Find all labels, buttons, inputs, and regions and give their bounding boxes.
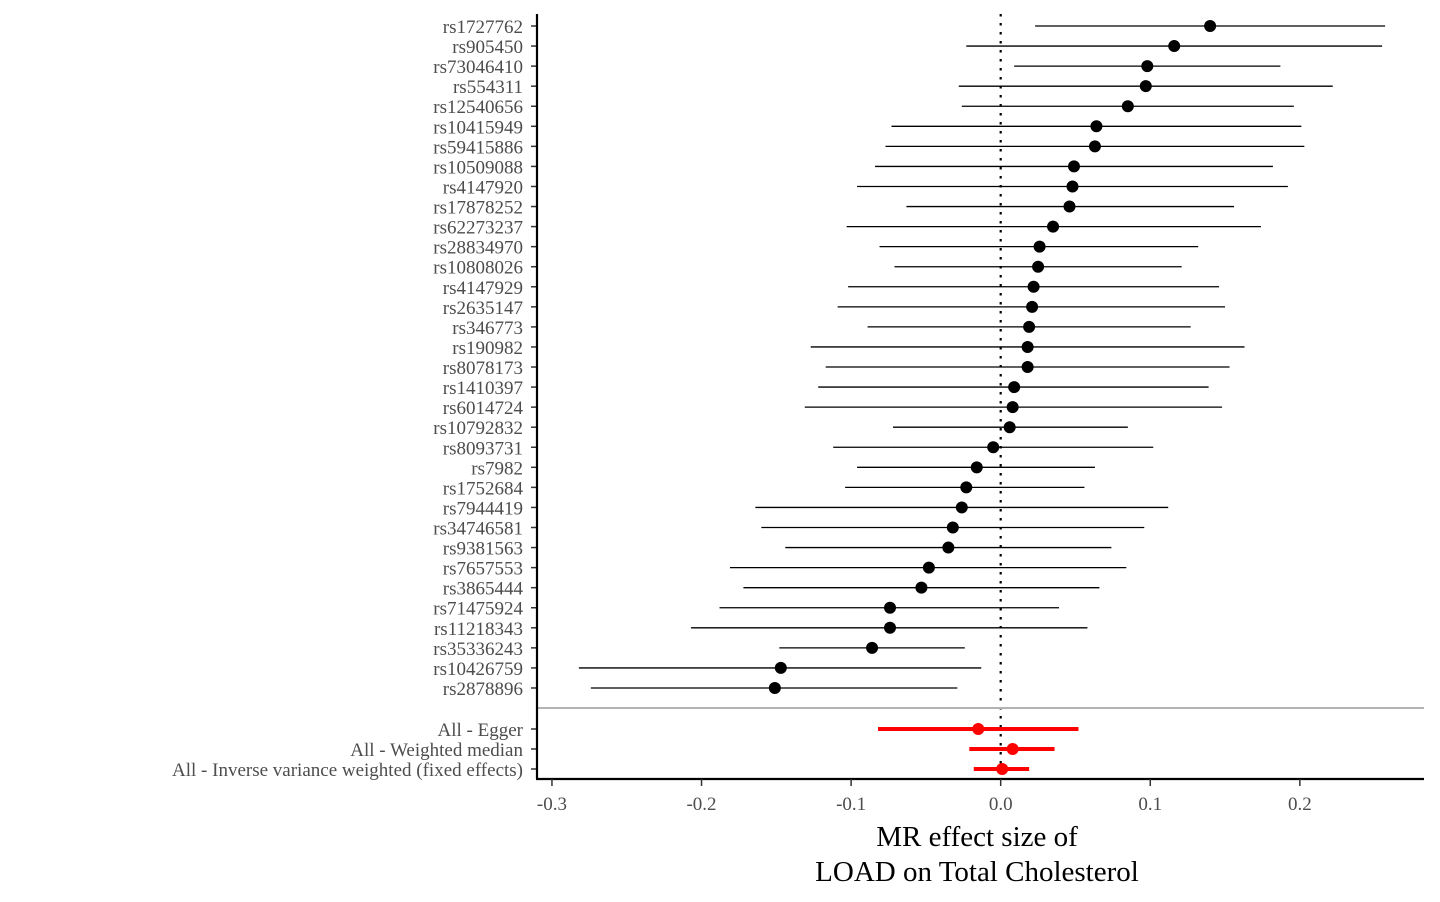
snp-point [884,622,896,634]
y-tick-label: rs59415886 [433,137,523,158]
summary-point [972,723,984,735]
summary-point [996,763,1008,775]
y-tick-label: All - Inverse variance weighted (fixed e… [172,760,523,781]
y-tick-label: rs554311 [453,77,523,98]
x-axis-title-line-1: MR effect size of [876,821,1078,853]
y-tick-label: rs346773 [452,318,523,339]
y-tick-label: rs7982 [471,458,523,479]
snp-point [960,481,972,493]
y-tick-label: rs7657553 [443,559,523,580]
snp-point [884,602,896,614]
snp-point [971,461,983,473]
x-tick-label: -0.2 [686,794,716,815]
y-tick-label: All - Egger [438,720,524,741]
snp-point [1047,221,1059,233]
y-tick-label: rs905450 [452,37,523,58]
y-axis: rs1727762rs905450rs73046410rs554311rs125… [172,14,537,781]
summary-point [1007,743,1019,755]
snp-point [769,682,781,694]
snp-point [1141,60,1153,72]
y-tick-label: rs71475924 [433,599,523,620]
y-tick-label: rs10808026 [433,258,523,279]
snp-point [1023,321,1035,333]
y-tick-label: rs10509088 [433,157,523,178]
snp-point [947,522,959,534]
y-tick-label: rs1727762 [443,17,523,38]
x-tick-label: -0.1 [836,794,866,815]
y-tick-label: rs10415949 [433,117,523,138]
y-tick-label: rs4147920 [443,177,523,198]
y-tick-label: rs34746581 [433,519,523,540]
x-axis-title-line-2: LOAD on Total Cholesterol [815,856,1139,888]
y-tick-label: rs6014724 [443,398,524,419]
x-tick-label: 0.0 [989,794,1013,815]
snp-point [1028,281,1040,293]
y-tick-label: rs35336243 [433,639,523,660]
y-tick-label: rs9381563 [443,539,523,560]
x-axis: -0.3 -0.2 -0.1 0.0 0.1 0.2 [536,779,1424,815]
y-tick-label: rs2878896 [443,679,523,700]
snp-point [866,642,878,654]
snp-point [1022,361,1034,373]
y-tick-label: rs190982 [452,338,523,359]
snp-point [1068,160,1080,172]
snp-point [987,441,999,453]
y-tick-label: rs8078173 [443,358,523,379]
snp-estimates [579,20,1385,694]
snp-point [942,542,954,554]
y-tick-label: rs28834970 [433,238,523,259]
y-tick-label: rs17878252 [433,198,523,219]
snp-point [775,662,787,674]
summary-estimates [878,723,1078,775]
y-tick-label: rs8093731 [443,438,523,459]
y-tick-label: rs1410397 [443,378,523,399]
snp-point [1004,421,1016,433]
snp-point [956,501,968,513]
snp-point [1022,341,1034,353]
y-tick-label: rs12540656 [433,97,523,118]
snp-point [1032,261,1044,273]
snp-point [915,582,927,594]
x-tick-label: 0.1 [1138,794,1162,815]
y-tick-label: rs11218343 [434,619,523,640]
x-tick-label: -0.3 [537,794,567,815]
y-tick-label: All - Weighted median [350,740,523,761]
snp-point [1168,40,1180,52]
snp-point [1140,80,1152,92]
snp-point [1034,241,1046,253]
snp-point [1066,180,1078,192]
y-tick-label: rs73046410 [433,57,523,78]
snp-point [1122,100,1134,112]
y-tick-label: rs10792832 [433,418,523,439]
y-tick-label: rs7944419 [443,498,523,519]
snp-point [1204,20,1216,32]
snp-point [1063,201,1075,213]
snp-point [1008,381,1020,393]
snp-point [923,562,935,574]
y-tick-label: rs62273237 [433,218,523,239]
snp-point [1026,301,1038,313]
y-tick-label: rs4147929 [443,278,523,299]
y-tick-label: rs3865444 [443,579,524,600]
snp-point [1007,401,1019,413]
y-tick-label: rs1752684 [443,478,524,499]
snp-point [1090,120,1102,132]
y-tick-label: rs10426759 [433,659,523,680]
x-tick-label: 0.2 [1288,794,1312,815]
snp-point [1089,140,1101,152]
y-tick-label: rs2635147 [443,298,523,319]
